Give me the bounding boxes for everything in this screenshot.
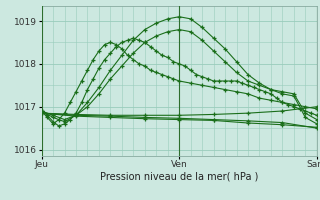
X-axis label: Pression niveau de la mer( hPa ): Pression niveau de la mer( hPa ) [100,172,258,182]
